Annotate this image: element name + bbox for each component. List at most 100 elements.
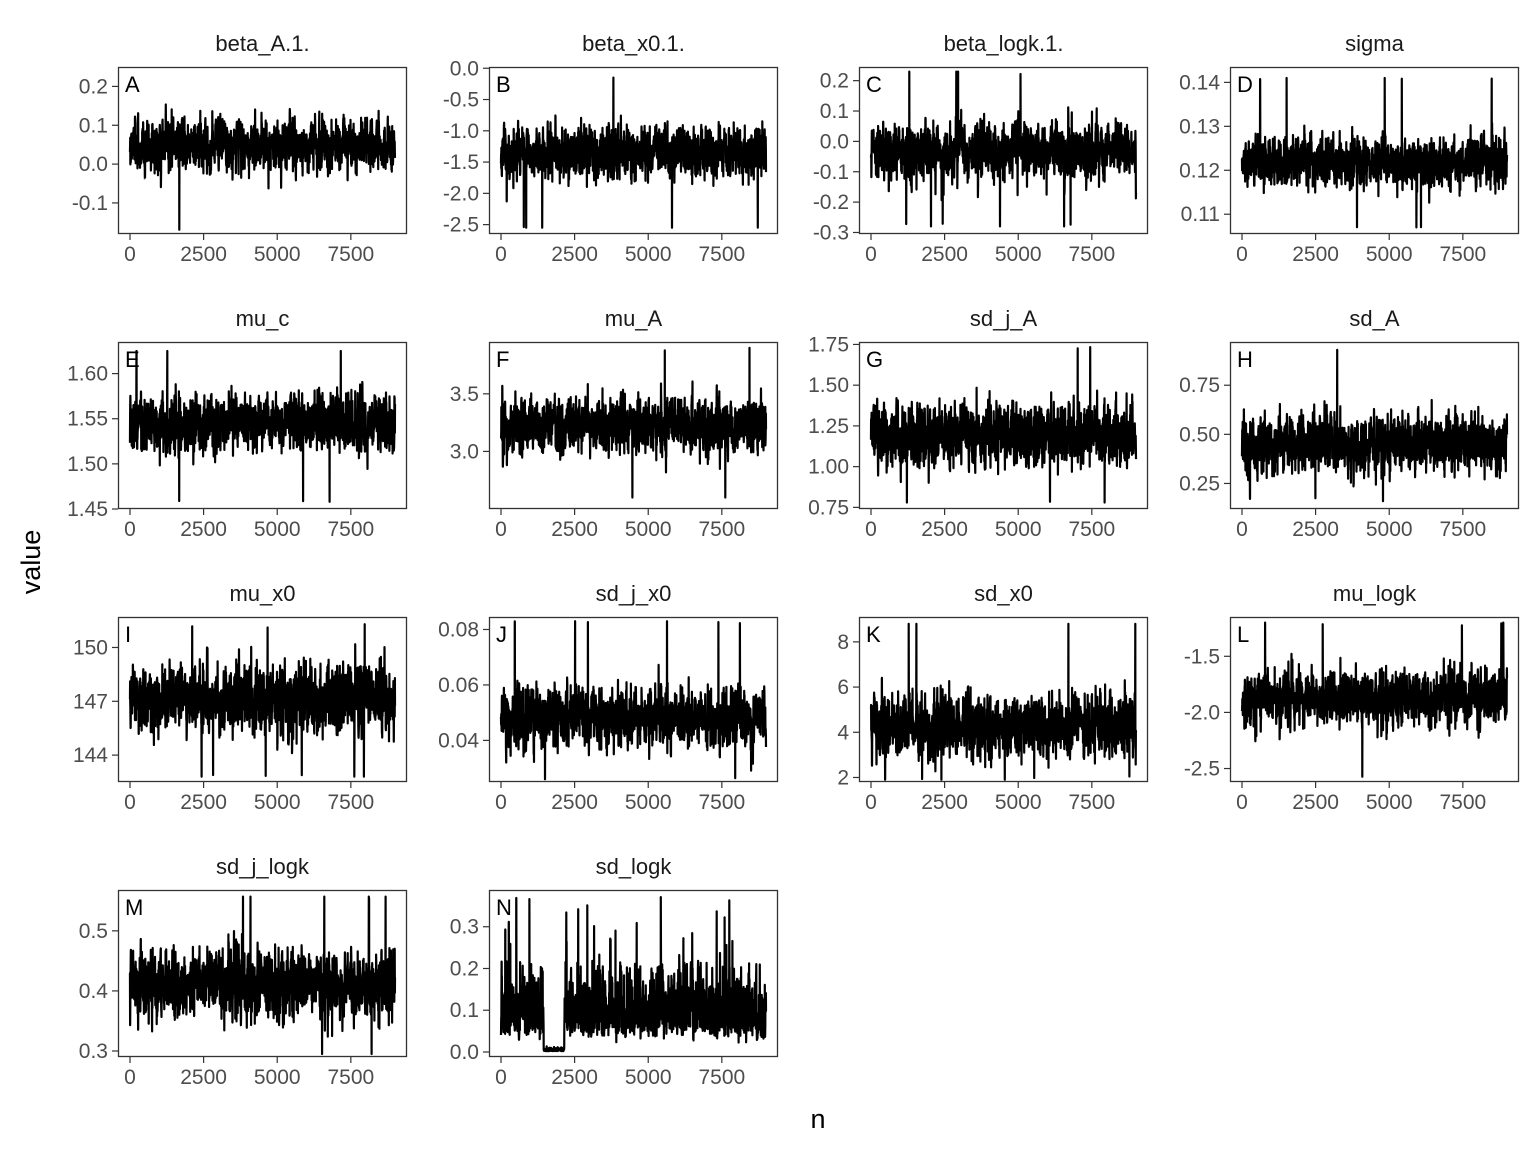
x-tick-label: 0 xyxy=(1236,791,1248,814)
x-tick-label: 5000 xyxy=(625,518,672,541)
y-tick-label: -0.2 xyxy=(813,191,849,214)
x-tick-label: 5000 xyxy=(254,1066,301,1089)
y-tick-label: 150 xyxy=(73,636,108,659)
y-tick-label: 1.75 xyxy=(808,333,849,356)
panel-title: beta_logk.1. xyxy=(944,31,1064,56)
y-tick-label: 0.25 xyxy=(1179,472,1220,495)
trace-line xyxy=(1240,76,1509,229)
x-tick-label: 5000 xyxy=(254,518,301,541)
panel-border xyxy=(488,66,779,235)
panel-g: sd_j_A G 0 2500 5000 7500 0.75 1.00 1.25 1.50 1.75 xyxy=(808,306,1149,541)
y-tick-label: 1.45 xyxy=(67,498,108,521)
panel-border xyxy=(1229,341,1520,510)
x-tick-label: 7500 xyxy=(698,1066,745,1089)
x-tick-label: 7500 xyxy=(327,243,374,266)
x-tick-label: 2500 xyxy=(180,518,227,541)
x-tick-label: 0 xyxy=(495,518,507,541)
x-tick-label: 0 xyxy=(124,1066,136,1089)
y-tick-label: 0.1 xyxy=(79,114,108,137)
y-tick-label: 0.3 xyxy=(450,916,479,939)
x-tick-label: 5000 xyxy=(625,243,672,266)
x-tick-label: 5000 xyxy=(1366,518,1413,541)
y-tick-label: 1.25 xyxy=(808,415,849,438)
panel-border xyxy=(488,616,779,783)
x-tick-label: 5000 xyxy=(1366,243,1413,266)
trace-line xyxy=(499,620,768,781)
x-tick-label: 7500 xyxy=(1439,791,1486,814)
panel-a: beta_A.1. A 0 2500 5000 7500 -0.1 0.0 0.1 0.2 xyxy=(72,31,408,266)
y-tick-label: 1.55 xyxy=(67,408,108,431)
y-tick-label: 1.50 xyxy=(808,374,849,397)
x-tick-label: 0 xyxy=(495,791,507,814)
y-tick-label: 0.2 xyxy=(79,75,108,98)
trace-line xyxy=(128,103,397,231)
trace-line xyxy=(128,895,397,1056)
y-tick-label: -2.5 xyxy=(443,214,479,237)
x-tick-label: 7500 xyxy=(1068,243,1115,266)
y-axis-title: value xyxy=(16,530,46,595)
x-tick-label: 7500 xyxy=(698,791,745,814)
trace-line xyxy=(1240,348,1509,503)
x-tick-label: 0 xyxy=(865,518,877,541)
y-tick-label: 0.75 xyxy=(808,496,849,519)
panel-tag-label: G xyxy=(866,347,883,372)
x-tick-label: 0 xyxy=(124,243,136,266)
y-tick-label: -1.5 xyxy=(443,151,479,174)
panel-border xyxy=(1229,66,1520,235)
x-tick-label: 5000 xyxy=(1366,791,1413,814)
panel-tag-label: F xyxy=(496,347,509,372)
x-tick-label: 5000 xyxy=(625,1066,672,1089)
y-tick-label: 0.0 xyxy=(450,1041,479,1064)
panel-tag-label: E xyxy=(125,347,140,372)
trace-line xyxy=(869,622,1138,781)
y-tick-label: 6 xyxy=(837,676,849,699)
panel-tag-label: M xyxy=(125,895,143,920)
x-tick-label: 5000 xyxy=(995,243,1042,266)
x-tick-label: 2500 xyxy=(180,791,227,814)
y-tick-label: 0.08 xyxy=(438,618,479,641)
y-tick-label: 3.0 xyxy=(450,440,479,463)
x-tick-label: 0 xyxy=(124,518,136,541)
x-tick-label: 0 xyxy=(1236,243,1248,266)
y-tick-label: 1.60 xyxy=(67,363,108,386)
facet-panels: beta_A.1.A0 2500 5000 7500-0.10.00.10.2beta… xyxy=(67,31,1520,1089)
panel-title: sigma xyxy=(1345,31,1404,56)
panel-title: mu_c xyxy=(236,306,290,331)
y-tick-label: -0.1 xyxy=(813,161,849,184)
panel-title: sd_logk xyxy=(596,854,673,879)
panel-tag-label: A xyxy=(125,72,140,97)
panel-i: mu_x0 I 0 2500 5000 7500 144 147 150 xyxy=(73,581,408,814)
y-tick-label: 0.1 xyxy=(820,100,849,123)
panel-border xyxy=(858,616,1149,783)
y-tick-label: -0.5 xyxy=(443,89,479,112)
panel-border xyxy=(117,341,408,510)
panel-tag-label: I xyxy=(125,622,131,647)
x-tick-label: 2500 xyxy=(1292,518,1339,541)
y-tick-label: -1.0 xyxy=(443,120,479,143)
x-tick-label: 2500 xyxy=(551,791,598,814)
x-tick-label: 0 xyxy=(865,243,877,266)
panel-title: sd_j_logk xyxy=(216,854,310,879)
y-tick-label: 144 xyxy=(73,744,108,767)
panel-title: sd_j_A xyxy=(970,306,1038,331)
x-tick-label: 2500 xyxy=(1292,243,1339,266)
y-tick-label: 0.2 xyxy=(450,957,479,980)
y-tick-label: 0.75 xyxy=(1179,374,1220,397)
y-tick-label: 0.5 xyxy=(79,920,108,943)
y-tick-label: -0.3 xyxy=(813,221,849,244)
trace-line xyxy=(499,346,768,499)
y-tick-label: -1.5 xyxy=(1184,645,1220,668)
y-tick-label: 1.50 xyxy=(67,453,108,476)
panel-title: mu_logk xyxy=(1333,581,1417,606)
panel-f: mu_A F 0 2500 5000 7500 3.0 3.5 xyxy=(450,306,779,541)
panel-tag-label: D xyxy=(1237,72,1253,97)
panel-title: beta_x0.1. xyxy=(582,31,685,56)
y-tick-label: 0.50 xyxy=(1179,423,1220,446)
panel-border xyxy=(858,66,1149,235)
x-tick-label: 0 xyxy=(1236,518,1248,541)
panel-m: sd_j_logk M 0 2500 5000 7500 0.3 0.4 0.5 xyxy=(79,854,408,1089)
y-tick-label: 0.0 xyxy=(79,153,108,176)
panel-c: beta_logk.1. C 0 2500 5000 7500 -0.3 -0.2 -0.1 0.… xyxy=(813,31,1149,266)
panel-title: mu_x0 xyxy=(229,581,295,606)
panel-title: sd_x0 xyxy=(974,581,1033,606)
